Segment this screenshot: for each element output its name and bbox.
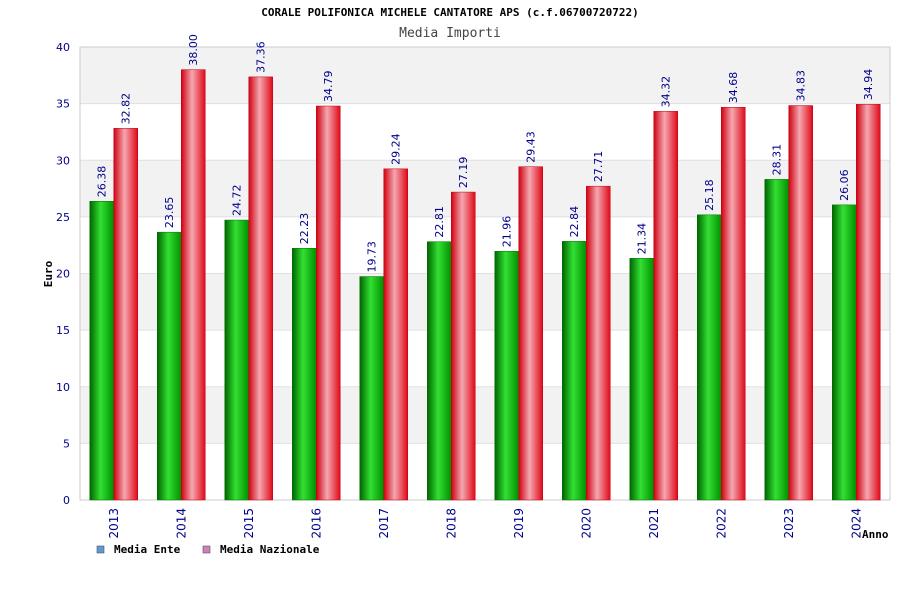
y-tick-label: 30 xyxy=(56,154,70,167)
plot-frame xyxy=(79,46,891,501)
y-axis-ticks: 0 5 10 15 20 25 30 35 40 xyxy=(56,41,70,507)
legend-swatch-media-ente xyxy=(96,545,105,554)
y-tick-label: 40 xyxy=(56,41,70,54)
value-label: 27.19 xyxy=(457,157,470,189)
y-tick-label: 0 xyxy=(63,494,70,507)
value-label: 37.36 xyxy=(255,41,268,73)
grid-band xyxy=(80,160,890,217)
value-label: 34.79 xyxy=(322,71,335,103)
value-label: 34.68 xyxy=(727,72,740,104)
plot-background xyxy=(80,46,890,501)
x-tick-label: 2023 xyxy=(782,508,796,539)
x-tick-label: 2017 xyxy=(377,508,391,539)
value-label: 25.18 xyxy=(703,179,716,211)
bar-media-ente-2016 xyxy=(292,247,317,501)
value-label: 26.38 xyxy=(96,166,109,198)
x-tick-label: 2016 xyxy=(309,508,323,539)
chart-title: CORALE POLIFONICA MICHELE CANTATORE APS … xyxy=(261,6,639,19)
bar-media-ente-2018 xyxy=(427,241,452,501)
bar-media-nazionale-2015 xyxy=(248,76,273,501)
value-label: 19.73 xyxy=(366,241,379,273)
value-label: 24.72 xyxy=(231,185,244,217)
value-label: 23.65 xyxy=(163,197,176,229)
y-tick-label: 25 xyxy=(56,211,70,224)
bar-media-ente-2024 xyxy=(832,204,857,501)
bar-media-nazionale-2022 xyxy=(721,106,746,501)
grid-band xyxy=(80,273,890,331)
grid-band xyxy=(80,47,890,104)
x-tick-label: 2018 xyxy=(444,508,458,539)
bar-media-nazionale-2024 xyxy=(856,104,881,501)
legend-label-media-ente: Media Ente xyxy=(114,543,181,556)
x-tick-label: 2014 xyxy=(174,508,188,539)
value-label: 22.81 xyxy=(433,206,446,238)
bar-media-ente-2022 xyxy=(697,214,722,501)
value-label: 29.24 xyxy=(390,133,403,165)
value-label: 28.31 xyxy=(771,144,784,176)
legend-label-media-nazionale: Media Nazionale xyxy=(220,543,320,556)
bar-media-ente-2019 xyxy=(494,251,519,501)
grid-band xyxy=(80,330,890,387)
bar-media-ente-2021 xyxy=(629,258,654,501)
x-tick-label: 2022 xyxy=(714,508,728,539)
chart-subtitle: Media Importi xyxy=(399,26,501,41)
grid-band xyxy=(80,443,890,500)
x-tick-label: 2019 xyxy=(512,508,526,539)
value-label: 21.34 xyxy=(636,223,649,255)
value-label: 38.00 xyxy=(187,34,200,66)
x-tick-label: 2021 xyxy=(647,508,661,539)
bar-media-nazionale-2020 xyxy=(586,185,611,501)
y-tick-label: 10 xyxy=(56,381,70,394)
value-labels: 26.38 32.82 23.65 38.00 24.72 37.36 22.23 34.79… xyxy=(96,34,876,272)
bar-media-nazionale-2014 xyxy=(181,69,206,501)
x-tick-label: 2024 xyxy=(849,508,863,539)
x-tick-label: 2013 xyxy=(107,508,121,539)
value-label: 32.82 xyxy=(120,93,133,125)
bar-media-nazionale-2016 xyxy=(316,105,341,501)
value-label: 34.83 xyxy=(795,70,808,102)
value-label: 34.94 xyxy=(862,69,875,101)
value-label: 21.96 xyxy=(501,216,514,248)
value-label: 34.32 xyxy=(660,76,673,108)
bar-media-ente-2015 xyxy=(224,219,249,501)
bars xyxy=(89,69,881,501)
grid-band xyxy=(80,103,890,161)
y-tick-label: 20 xyxy=(56,268,70,281)
y-tick-label: 35 xyxy=(56,98,70,111)
bar-media-ente-2013 xyxy=(89,200,114,501)
bar-media-nazionale-2023 xyxy=(788,105,813,501)
grid-band xyxy=(80,216,890,274)
y-tick-label: 15 xyxy=(56,324,70,337)
x-axis-label: Anno xyxy=(862,528,889,541)
grid-band xyxy=(80,386,890,444)
bar-media-nazionale-2019 xyxy=(518,166,543,501)
value-label: 22.23 xyxy=(298,213,311,245)
x-tick-label: 2020 xyxy=(579,508,593,539)
bar-media-ente-2017 xyxy=(359,276,384,501)
legend-swatch-media-nazionale xyxy=(202,545,211,554)
bar-media-nazionale-2018 xyxy=(451,191,476,501)
value-label: 29.43 xyxy=(525,131,538,163)
x-axis-ticks: 2013 2014 2015 2016 2017 2018 2019 2020 2021 2022… xyxy=(107,508,864,539)
value-label: 27.71 xyxy=(592,151,605,183)
y-tick-label: 5 xyxy=(63,437,70,450)
bar-media-nazionale-2017 xyxy=(383,168,408,501)
bar-media-ente-2014 xyxy=(157,231,182,501)
bar-media-ente-2023 xyxy=(764,179,789,501)
bar-media-ente-2020 xyxy=(562,241,587,501)
bar-media-nazionale-2021 xyxy=(653,111,678,501)
legend: Media Ente Media Nazionale xyxy=(96,543,320,556)
value-label: 22.84 xyxy=(568,206,581,238)
bar-media-nazionale-2013 xyxy=(113,128,138,501)
x-tick-label: 2015 xyxy=(242,508,256,539)
y-axis-label: Euro xyxy=(42,260,55,287)
value-label: 26.06 xyxy=(838,169,851,201)
